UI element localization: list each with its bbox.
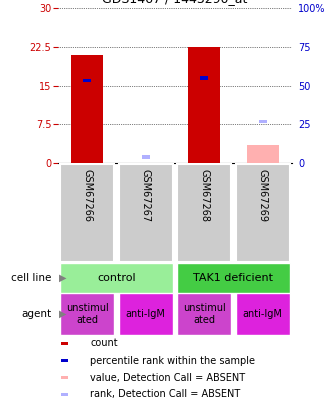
Bar <box>83 79 91 82</box>
Text: GSM67266: GSM67266 <box>82 169 92 222</box>
Text: count: count <box>90 339 118 348</box>
Bar <box>200 76 208 79</box>
Bar <box>142 155 149 159</box>
Bar <box>188 47 220 163</box>
FancyBboxPatch shape <box>236 164 290 262</box>
Text: GSM67268: GSM67268 <box>199 169 209 222</box>
Bar <box>71 55 103 163</box>
Text: anti-IgM: anti-IgM <box>126 309 166 319</box>
Text: unstimul
ated: unstimul ated <box>66 303 109 325</box>
FancyBboxPatch shape <box>61 375 68 379</box>
FancyBboxPatch shape <box>177 263 290 293</box>
FancyBboxPatch shape <box>61 392 68 396</box>
Text: agent: agent <box>21 309 51 319</box>
Text: control: control <box>97 273 136 283</box>
Bar <box>247 145 279 163</box>
Title: GDS1467 / 1443290_at: GDS1467 / 1443290_at <box>102 0 248 5</box>
FancyBboxPatch shape <box>236 293 290 335</box>
FancyBboxPatch shape <box>177 293 231 335</box>
Text: percentile rank within the sample: percentile rank within the sample <box>90 356 255 365</box>
FancyBboxPatch shape <box>60 164 114 262</box>
Text: rank, Detection Call = ABSENT: rank, Detection Call = ABSENT <box>90 390 241 399</box>
Text: ▶: ▶ <box>59 309 67 319</box>
FancyBboxPatch shape <box>61 342 68 345</box>
FancyBboxPatch shape <box>60 293 114 335</box>
FancyBboxPatch shape <box>177 164 231 262</box>
Text: unstimul
ated: unstimul ated <box>183 303 226 325</box>
Text: value, Detection Call = ABSENT: value, Detection Call = ABSENT <box>90 373 246 382</box>
Bar <box>259 120 267 124</box>
FancyBboxPatch shape <box>61 359 68 362</box>
Text: GSM67267: GSM67267 <box>141 169 150 222</box>
Text: TAK1 deficient: TAK1 deficient <box>193 273 274 283</box>
Text: ▶: ▶ <box>59 273 67 283</box>
FancyBboxPatch shape <box>119 164 173 262</box>
Text: cell line: cell line <box>11 273 51 283</box>
FancyBboxPatch shape <box>119 293 173 335</box>
Text: GSM67269: GSM67269 <box>258 169 268 222</box>
Text: anti-IgM: anti-IgM <box>243 309 283 319</box>
FancyBboxPatch shape <box>60 263 173 293</box>
